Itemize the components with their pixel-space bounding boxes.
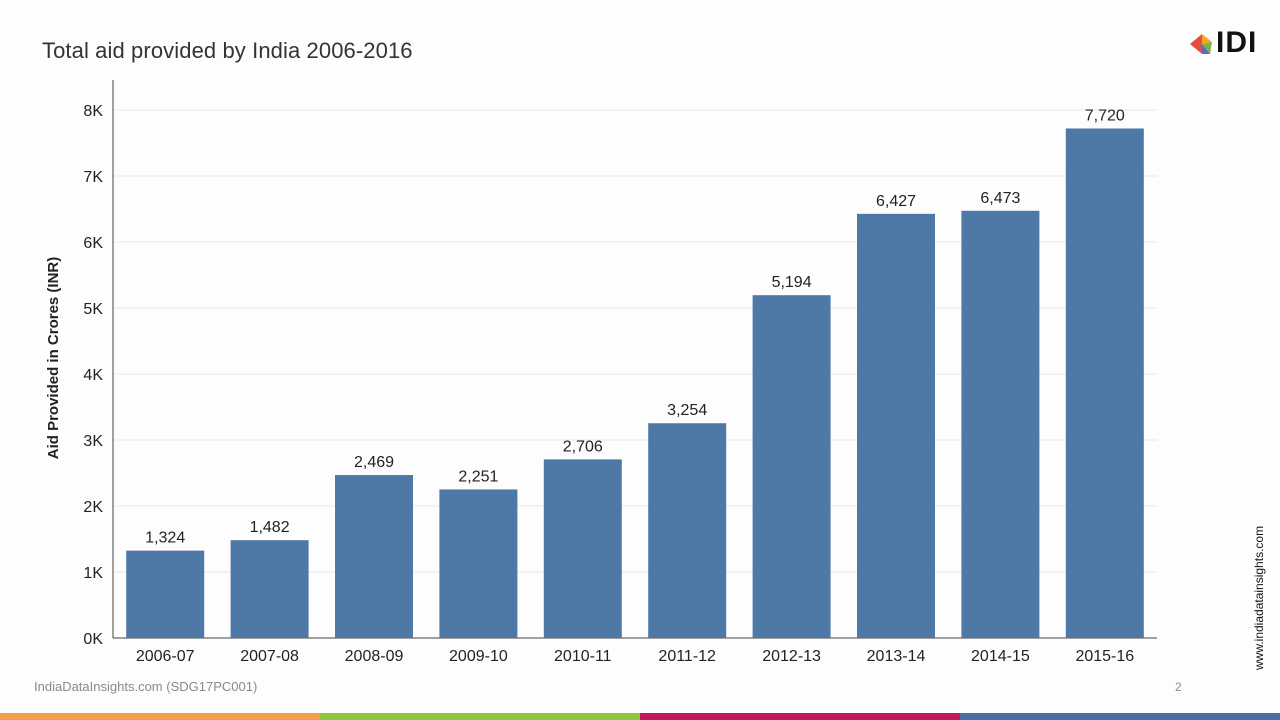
data-label: 6,473 [980, 190, 1020, 207]
y-tick-label: 0K [83, 631, 103, 648]
x-tick-label: 2013-14 [867, 648, 926, 665]
y-axis-title: Aid Provided in Crores (INR) [45, 257, 62, 460]
bar [439, 489, 518, 638]
y-tick-label: 7K [83, 169, 103, 186]
y-tick-label: 3K [83, 433, 103, 450]
data-label: 2,706 [563, 438, 603, 455]
data-label: 1,324 [145, 530, 185, 547]
bar [648, 423, 727, 638]
page-number: 2 [1175, 680, 1182, 694]
website-url: www.indiadatainsights.com [1252, 525, 1266, 670]
x-tick-label: 2010-11 [554, 648, 612, 665]
data-label: 2,469 [354, 454, 394, 471]
y-tick-label: 8K [83, 103, 103, 120]
bar [126, 550, 205, 638]
stripe-segment [640, 713, 960, 720]
data-label: 3,254 [667, 402, 707, 419]
data-label: 2,251 [458, 468, 498, 485]
data-label: 7,720 [1085, 107, 1125, 124]
bar [961, 210, 1040, 639]
bar [857, 213, 935, 638]
bar [230, 540, 309, 638]
footer-source: IndiaDataInsights.com (SDG17PC001) [34, 679, 258, 694]
bar [543, 459, 622, 638]
y-tick-label: 6K [83, 235, 103, 252]
x-tick-label: 2011-12 [658, 648, 716, 665]
data-label: 6,427 [876, 193, 916, 210]
x-tick-label: 2015-16 [1075, 648, 1134, 665]
x-tick-label: 2012-13 [762, 648, 821, 665]
idi-logo-icon [1190, 34, 1212, 54]
bar [1065, 128, 1144, 639]
y-tick-label: 4K [83, 367, 103, 384]
x-tick-label: 2007-08 [240, 648, 299, 665]
data-label: 1,482 [250, 519, 290, 536]
stripe-segment [320, 713, 640, 720]
chart-title: Total aid provided by India 2006-2016 [42, 38, 413, 63]
bar [752, 295, 831, 638]
y-tick-label: 5K [83, 301, 103, 318]
x-tick-label: 2006-07 [136, 648, 195, 665]
data-label: 5,194 [772, 274, 812, 291]
y-tick-label: 2K [83, 499, 103, 516]
x-tick-label: 2014-15 [971, 648, 1030, 665]
x-tick-label: 2008-09 [345, 648, 404, 665]
logo-text: IDI [1216, 26, 1258, 59]
bar [335, 475, 413, 638]
x-tick-label: 2009-10 [449, 648, 508, 665]
footer-color-stripe [0, 713, 1280, 720]
stripe-segment [960, 713, 1280, 720]
y-tick-label: 1K [83, 565, 103, 582]
stripe-segment [0, 713, 320, 720]
